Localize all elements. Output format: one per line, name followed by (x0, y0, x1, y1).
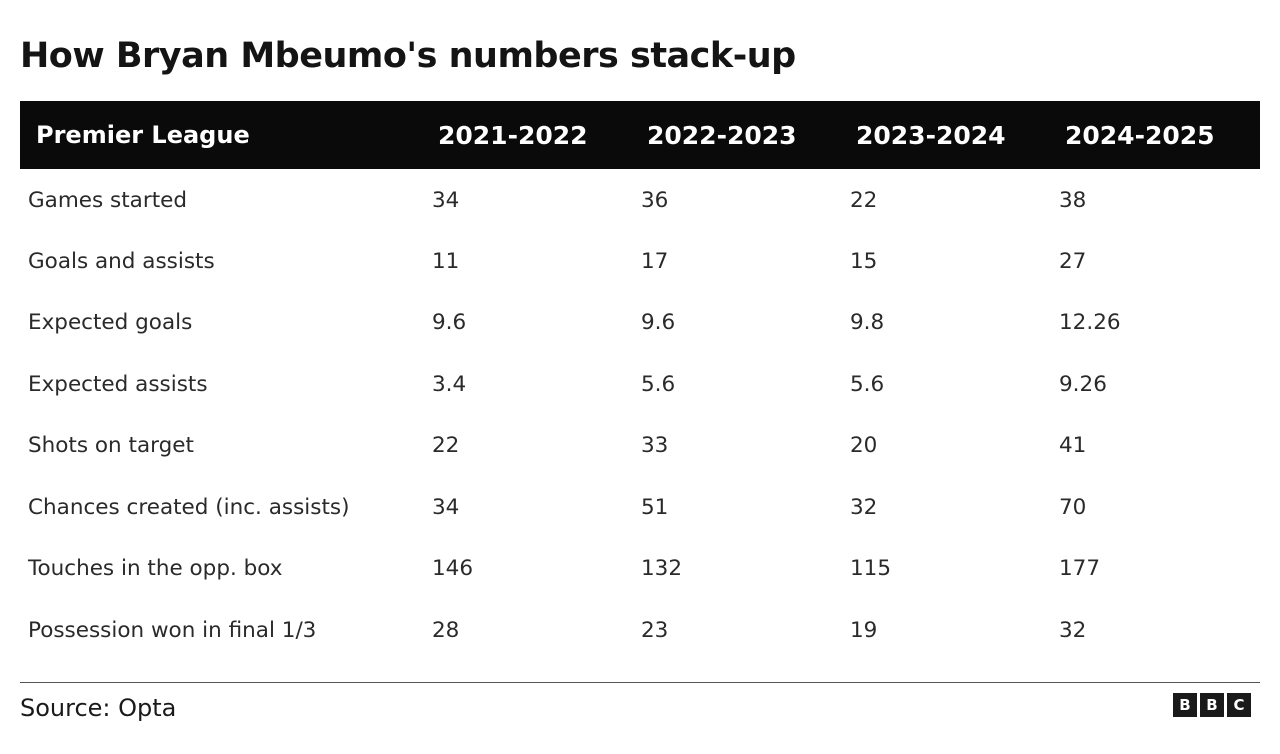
stat-value: 9.6 (432, 310, 467, 336)
stat-value: 20 (850, 433, 878, 459)
stat-value: 9.6 (641, 310, 676, 336)
table-row: Chances created (inc. assists) 34 51 32 70 (20, 477, 1260, 539)
stat-value: 36 (641, 188, 669, 214)
table-row: Games started 34 36 22 38 (20, 169, 1260, 231)
stat-value: 70 (1059, 494, 1087, 520)
stat-value: 33 (641, 433, 669, 459)
stat-value: 28 (432, 617, 460, 643)
stat-value: 9.26 (1059, 371, 1107, 397)
table-row: Possession won in final 1/3 28 23 19 32 (20, 600, 1260, 662)
stat-value: 9.8 (850, 310, 885, 336)
bbc-logo-letter: B (1200, 693, 1224, 717)
table-row: Expected goals 9.6 9.6 9.8 12.26 (20, 292, 1260, 354)
metric-label: Shots on target (28, 433, 194, 459)
stat-value: 22 (850, 188, 878, 214)
stat-value: 17 (641, 248, 669, 274)
header-cell-league: Premier League (36, 121, 250, 149)
stat-value: 146 (432, 556, 474, 582)
table-row: Shots on target 22 33 20 41 (20, 415, 1260, 477)
stat-value: 27 (1059, 248, 1087, 274)
bbc-logo-letter: C (1227, 693, 1251, 717)
stat-value: 115 (850, 556, 892, 582)
header-row: Premier League 2021-2022 2022-2023 2023-… (20, 101, 1260, 169)
source-note: Source: Opta (20, 694, 177, 722)
footer-divider (20, 682, 1260, 683)
bbc-logo: B B C (1173, 693, 1251, 717)
stat-value: 22 (432, 433, 460, 459)
table-row: Expected assists 3.4 5.6 5.6 9.26 (20, 354, 1260, 416)
stat-value: 19 (850, 617, 878, 643)
stat-value: 34 (432, 188, 460, 214)
stat-value: 5.6 (641, 371, 676, 397)
stat-value: 12.26 (1059, 310, 1121, 336)
metric-label: Touches in the opp. box (28, 556, 283, 582)
stat-value: 15 (850, 248, 878, 274)
chart-title: How Bryan Mbeumo's numbers stack-up (20, 36, 796, 76)
header-cell-2021-2022: 2021-2022 (438, 120, 588, 150)
header-cell-2022-2023: 2022-2023 (647, 120, 797, 150)
bbc-logo-letter: B (1173, 693, 1197, 717)
table-body: Games started 34 36 22 38 Goals and assists 11… (20, 169, 1260, 661)
stats-table: Premier League 2021-2022 2022-2023 2023-… (20, 101, 1260, 661)
header-cell-2023-2024: 2023-2024 (856, 120, 1006, 150)
table-row: Touches in the opp. box 146 132 115 177 (20, 538, 1260, 600)
stat-value: 51 (641, 494, 669, 520)
stat-value: 3.4 (432, 371, 467, 397)
stat-value: 11 (432, 248, 460, 274)
table-row: Goals and assists 11 17 15 27 (20, 231, 1260, 293)
metric-label: Chances created (inc. assists) (28, 494, 350, 520)
stat-value: 34 (432, 494, 460, 520)
stat-value: 38 (1059, 188, 1087, 214)
metric-label: Expected assists (28, 371, 208, 397)
stat-value: 132 (641, 556, 683, 582)
stat-value: 177 (1059, 556, 1101, 582)
stat-value: 32 (1059, 617, 1087, 643)
metric-label: Possession won in final 1/3 (28, 617, 317, 643)
stat-value: 5.6 (850, 371, 885, 397)
metric-label: Goals and assists (28, 248, 215, 274)
stat-value: 41 (1059, 433, 1087, 459)
table-header: Premier League 2021-2022 2022-2023 2023-… (20, 101, 1260, 169)
stat-value: 32 (850, 494, 878, 520)
stat-value: 23 (641, 617, 669, 643)
metric-label: Expected goals (28, 310, 193, 336)
metric-label: Games started (28, 188, 187, 214)
header-cell-2024-2025: 2024-2025 (1065, 120, 1215, 150)
